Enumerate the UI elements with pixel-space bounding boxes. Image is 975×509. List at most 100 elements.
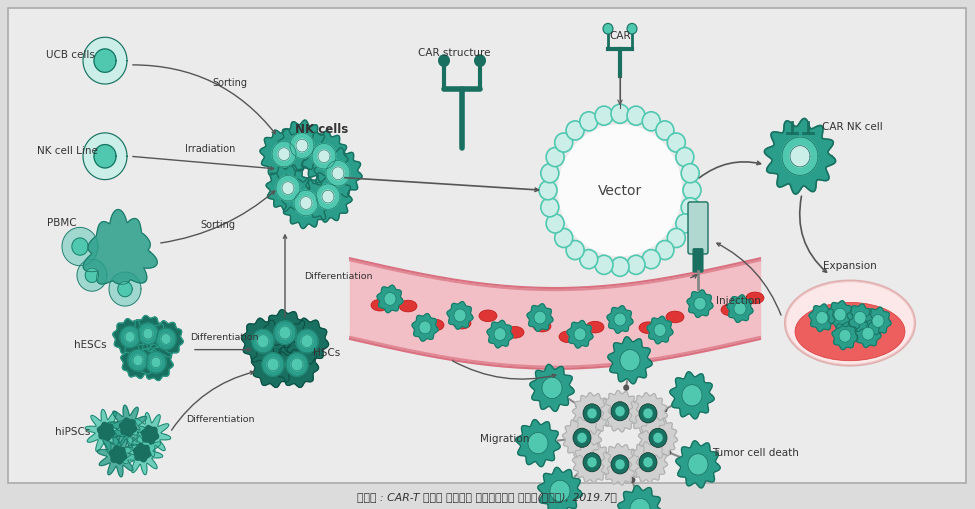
Ellipse shape [666,312,684,323]
Circle shape [639,404,657,423]
Polygon shape [618,486,662,509]
Circle shape [419,321,431,334]
Polygon shape [322,191,334,204]
Circle shape [683,181,701,201]
Text: Injection: Injection [716,295,760,305]
Circle shape [580,112,598,132]
Polygon shape [146,352,166,373]
Polygon shape [290,134,314,159]
Text: Tumor cell death: Tumor cell death [712,447,799,457]
Polygon shape [98,433,138,477]
Circle shape [667,229,685,248]
Circle shape [438,55,450,68]
Text: Differentiation: Differentiation [190,333,258,342]
Polygon shape [98,422,115,441]
Circle shape [630,477,636,483]
Ellipse shape [453,318,471,329]
Ellipse shape [721,304,739,316]
Polygon shape [85,269,98,283]
Polygon shape [263,310,306,356]
Circle shape [541,164,559,183]
Circle shape [542,378,562,399]
Circle shape [816,312,828,325]
Polygon shape [143,329,153,340]
Polygon shape [156,329,176,350]
Circle shape [627,107,645,126]
Polygon shape [300,197,312,210]
Circle shape [534,312,546,324]
Ellipse shape [785,281,915,366]
Text: Sorting: Sorting [201,220,236,230]
Circle shape [643,112,660,132]
Circle shape [649,429,667,447]
Polygon shape [260,129,308,180]
Polygon shape [314,149,362,200]
Polygon shape [326,161,350,187]
Polygon shape [847,304,873,332]
Circle shape [862,328,874,341]
Circle shape [587,408,597,419]
FancyBboxPatch shape [688,203,708,254]
Text: Migration: Migration [481,433,529,443]
Circle shape [643,457,653,468]
Ellipse shape [639,322,657,334]
Text: CAR NK cell: CAR NK cell [822,122,882,132]
Polygon shape [252,342,294,388]
Circle shape [839,330,851,343]
Polygon shape [727,295,753,323]
Circle shape [682,164,699,183]
Polygon shape [294,191,318,216]
FancyArrowPatch shape [618,79,622,105]
Polygon shape [304,172,352,222]
Polygon shape [77,260,107,292]
Circle shape [555,229,572,248]
Polygon shape [94,145,116,168]
Polygon shape [130,413,171,457]
Ellipse shape [746,293,764,304]
Polygon shape [607,306,633,333]
Polygon shape [83,38,127,85]
Text: Expansion: Expansion [823,260,877,270]
Circle shape [872,315,884,328]
Polygon shape [572,442,611,483]
Polygon shape [149,321,183,357]
Polygon shape [629,442,668,483]
Polygon shape [72,239,88,256]
Polygon shape [286,319,329,364]
Text: Irradiation: Irradiation [185,144,235,153]
Polygon shape [286,353,308,377]
Polygon shape [639,417,678,459]
Circle shape [694,298,706,310]
Circle shape [539,181,557,201]
Circle shape [566,122,584,140]
Polygon shape [133,355,143,366]
Text: CAR structure: CAR structure [417,48,490,58]
Ellipse shape [795,303,905,361]
Polygon shape [109,272,141,306]
Text: HSCs: HSCs [313,347,340,357]
Circle shape [528,433,548,454]
Polygon shape [131,316,165,352]
Polygon shape [296,140,308,153]
Ellipse shape [586,322,604,333]
Circle shape [643,408,653,419]
Text: Differentiation: Differentiation [304,271,372,280]
Polygon shape [538,467,582,509]
Circle shape [566,436,572,442]
Polygon shape [296,330,318,353]
Ellipse shape [559,331,577,343]
Polygon shape [94,50,116,73]
Polygon shape [282,178,330,229]
Text: Differentiation: Differentiation [186,414,254,423]
Polygon shape [113,319,147,355]
Circle shape [662,407,668,413]
Polygon shape [447,302,473,329]
Circle shape [627,24,637,35]
Circle shape [656,241,674,260]
Circle shape [614,314,626,326]
Ellipse shape [426,320,444,331]
Circle shape [627,256,645,275]
Circle shape [854,312,866,325]
Text: UCB cells: UCB cells [46,50,95,60]
Circle shape [611,402,629,421]
